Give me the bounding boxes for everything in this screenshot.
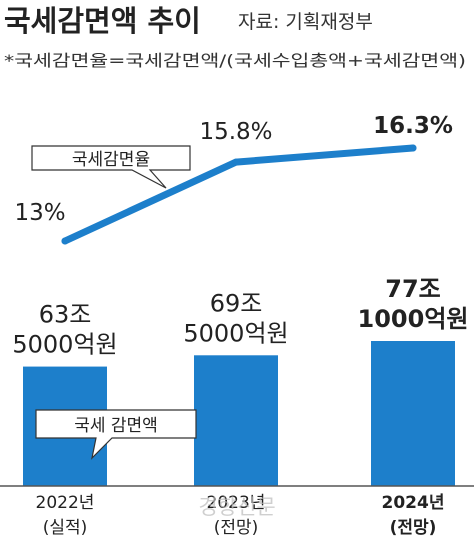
formula-note: *국세감면율=국세감면액/(국세수입총액+국세감면액) xyxy=(4,51,466,70)
rate-label-1: 15.8% xyxy=(199,119,272,145)
line-series-name: 국세감면율 xyxy=(72,150,150,170)
x-tick-note-1: (전망) xyxy=(214,518,259,538)
bar-label-0-1: 5000억원 xyxy=(12,331,117,359)
line-callout-bubble xyxy=(31,145,191,189)
bar-label-0-0: 63조 xyxy=(39,301,92,329)
x-axis-ticks: 2022년 (실적) 2023년 (전망) 2024년 (전망) xyxy=(36,493,445,538)
rate-label-0: 13% xyxy=(14,200,65,226)
bar-label-1-0: 69조 xyxy=(210,289,263,317)
bar-1 xyxy=(194,355,278,486)
bar-label-2-0: 77조 xyxy=(385,275,440,303)
line-series xyxy=(61,144,417,245)
bar-2 xyxy=(371,341,455,486)
rate-point-1 xyxy=(232,158,240,166)
bar-series-callout: 국세 감면액 xyxy=(35,409,197,460)
bar-series xyxy=(23,341,455,486)
line-value-labels: 13% 15.8% 16.3% xyxy=(14,113,452,226)
bar-callout-bubble xyxy=(35,409,197,460)
bar-label-2-1: 1000억원 xyxy=(358,305,469,333)
chart-title: 국세감면액 추이 xyxy=(4,4,201,38)
watermark: 경향신문 xyxy=(198,495,275,519)
x-tick-note-2: (전망) xyxy=(390,518,437,538)
source-note: 자료: 기획재정부 xyxy=(238,11,373,33)
x-tick-year-0: 2022년 xyxy=(36,493,95,513)
line-series-callout: 국세감면율 xyxy=(31,145,191,189)
rate-point-2 xyxy=(409,144,417,152)
rate-point-0 xyxy=(61,237,69,245)
bar-label-1-1: 5000억원 xyxy=(183,319,288,347)
x-tick-year-2: 2024년 xyxy=(382,493,445,513)
x-tick-note-0: (실적) xyxy=(43,518,88,538)
rate-label-2: 16.3% xyxy=(373,113,453,139)
bar-series-name: 국세 감면액 xyxy=(74,416,158,436)
x-tick-year-1: 2023년 xyxy=(207,493,266,513)
